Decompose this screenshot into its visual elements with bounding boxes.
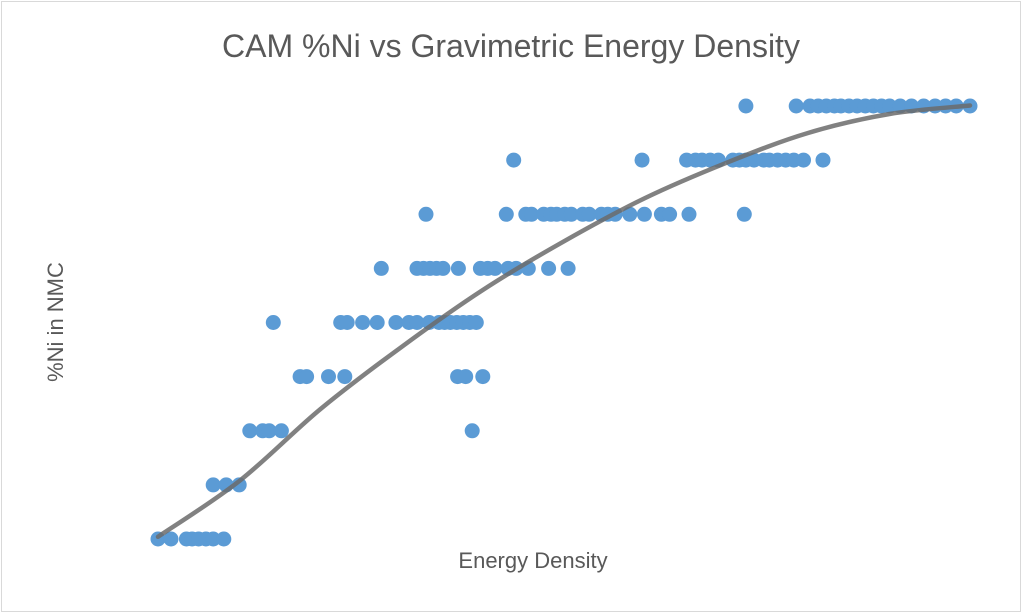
data-point xyxy=(216,531,232,547)
data-point xyxy=(736,206,752,222)
data-point xyxy=(435,260,451,276)
data-point xyxy=(560,260,576,276)
data-point xyxy=(506,152,522,168)
data-point xyxy=(464,423,480,439)
data-point xyxy=(581,206,597,222)
data-point xyxy=(339,315,355,330)
data-point xyxy=(636,206,652,222)
data-point xyxy=(299,369,315,385)
data-point xyxy=(418,206,434,222)
data-point xyxy=(498,206,514,222)
x-axis-label: Energy Density xyxy=(458,548,608,573)
chart-title: CAM %Ni vs Gravimetric Energy Density xyxy=(222,28,800,64)
data-point xyxy=(231,477,247,493)
data-point xyxy=(634,152,650,168)
data-point xyxy=(265,315,281,330)
data-point xyxy=(524,206,539,222)
data-point xyxy=(541,260,557,276)
data-point xyxy=(205,477,221,493)
trendline-layer xyxy=(155,103,973,540)
data-point xyxy=(409,315,425,330)
data-point xyxy=(450,260,466,276)
trendline xyxy=(155,103,973,540)
data-point xyxy=(796,152,811,168)
data-point xyxy=(738,98,754,114)
data-point xyxy=(487,260,503,276)
data-point xyxy=(261,423,277,439)
data-points xyxy=(150,98,978,547)
data-point xyxy=(163,531,179,547)
data-point xyxy=(475,369,491,385)
data-point xyxy=(273,423,289,439)
data-point xyxy=(563,206,579,222)
data-point xyxy=(321,369,336,385)
data-point xyxy=(788,98,804,114)
data-point xyxy=(662,206,678,222)
data-point xyxy=(882,98,898,114)
data-point xyxy=(369,315,385,330)
data-point xyxy=(337,369,353,385)
data-point xyxy=(355,315,371,330)
data-point xyxy=(622,206,638,222)
data-point xyxy=(468,315,484,330)
data-point xyxy=(242,423,258,439)
data-point xyxy=(205,531,221,547)
data-point xyxy=(458,369,474,385)
data-point xyxy=(681,206,697,222)
data-point xyxy=(815,152,831,168)
data-point xyxy=(373,260,389,276)
data-point xyxy=(388,315,404,330)
